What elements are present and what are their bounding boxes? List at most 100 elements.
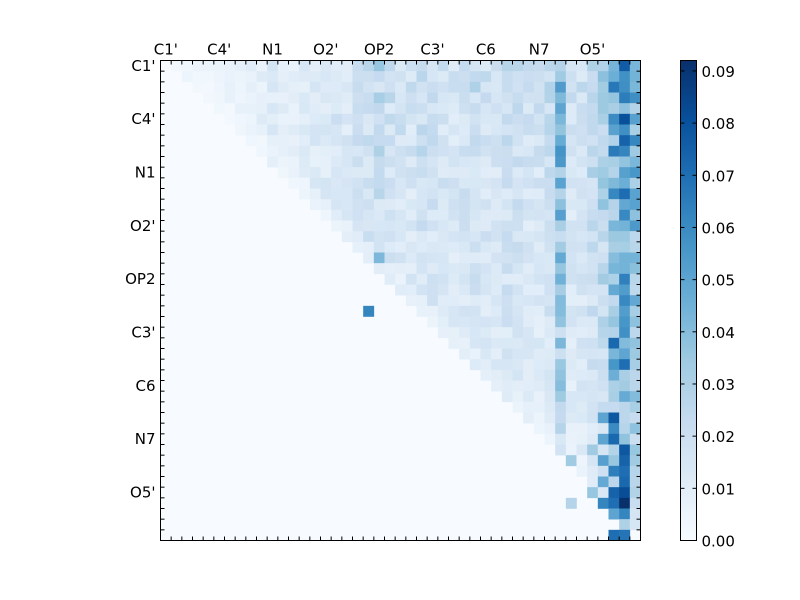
heatmap-cell: [597, 337, 609, 349]
heatmap-cell: [469, 209, 481, 221]
heatmap-cell: [576, 252, 588, 264]
heatmap-cell: [608, 369, 620, 381]
heatmap-cell: [448, 124, 460, 136]
heatmap-cell: [480, 231, 492, 243]
x-tick-labels: C1' C4' N1 O2' OP2 C3' C6 N7 O5': [154, 41, 605, 59]
heatmap-cell: [523, 348, 535, 360]
heatmap-cell: [597, 327, 609, 339]
heatmap-cell: [459, 167, 471, 179]
heatmap-cell: [597, 60, 609, 72]
heatmap-cell: [608, 124, 620, 136]
heatmap-cell: [277, 167, 289, 179]
heatmap-cell: [448, 273, 460, 285]
heatmap-cell: [277, 145, 289, 157]
heatmap-cell: [427, 167, 439, 179]
x-tick-label: O5': [580, 41, 605, 59]
heatmap-cell: [587, 263, 599, 275]
heatmap-cell: [469, 60, 481, 72]
heatmap-cell: [245, 135, 257, 147]
heatmap-cell: [480, 316, 492, 328]
heatmap-cell: [491, 92, 503, 104]
heatmap-cell: [501, 391, 513, 403]
heatmap-cell: [587, 103, 599, 115]
heatmap-cell: [491, 337, 503, 349]
heatmap-cell: [576, 241, 588, 253]
heatmap-cell: [565, 167, 577, 179]
heatmap-cell: [629, 167, 641, 179]
heatmap-cell: [299, 113, 311, 125]
heatmap-cell: [480, 305, 492, 317]
heatmap-cell: [331, 60, 343, 72]
heatmap-cell: [448, 327, 460, 339]
heatmap-cell: [341, 167, 353, 179]
heatmap-cell: [608, 209, 620, 221]
heatmap-cell: [341, 220, 353, 232]
heatmap-cell: [597, 241, 609, 253]
heatmap-cell: [555, 188, 567, 200]
heatmap-cell: [256, 124, 268, 136]
heatmap-cell: [437, 71, 449, 83]
heatmap-cell: [277, 60, 289, 72]
heatmap-cell: [448, 92, 460, 104]
heatmap-cell: [533, 209, 545, 221]
heatmap-cell: [427, 199, 439, 211]
heatmap-cell: [480, 60, 492, 72]
heatmap-cell: [501, 241, 513, 253]
heatmap-cell: [619, 465, 631, 477]
heatmap-cell: [469, 71, 481, 83]
heatmap-cell: [576, 433, 588, 445]
heatmap-cell: [523, 124, 535, 136]
heatmap-cell: [523, 316, 535, 328]
heatmap-cell: [576, 188, 588, 200]
heatmap-cell: [320, 103, 332, 115]
heatmap-cell: [480, 81, 492, 93]
heatmap-cell: [512, 145, 524, 157]
heatmap-cell: [523, 113, 535, 125]
heatmap-cell: [299, 167, 311, 179]
heatmap-cell: [608, 455, 620, 467]
heatmap-cell: [437, 209, 449, 221]
heatmap-cell: [427, 103, 439, 115]
heatmap-cell: [192, 71, 204, 83]
heatmap-cell: [576, 337, 588, 349]
heatmap-cell: [427, 220, 439, 232]
heatmap-cell: [544, 145, 556, 157]
heatmap-cell: [555, 327, 567, 339]
heatmap-cell: [256, 71, 268, 83]
heatmap-cell: [320, 145, 332, 157]
heatmap-cells: [160, 60, 641, 541]
heatmap-cell: [352, 135, 364, 147]
heatmap-cell: [512, 103, 524, 115]
heatmap-cell: [533, 380, 545, 392]
heatmap-cell: [427, 188, 439, 200]
heatmap-cell: [555, 92, 567, 104]
heatmap-cell: [352, 124, 364, 136]
x-tick-label: OP2: [364, 41, 394, 59]
heatmap-cell: [512, 252, 524, 264]
heatmap-cell: [629, 316, 641, 328]
heatmap-cell: [533, 103, 545, 115]
heatmap-cell: [192, 81, 204, 93]
heatmap-cell: [544, 380, 556, 392]
heatmap-cell: [384, 81, 396, 93]
heatmap-cell: [384, 199, 396, 211]
heatmap-cell: [608, 188, 620, 200]
heatmap-cell: [277, 124, 289, 136]
heatmap-cell: [395, 103, 407, 115]
heatmap-cell: [341, 60, 353, 72]
heatmap-cell: [587, 295, 599, 307]
x-tick-label: O2': [313, 41, 338, 59]
heatmap-cell: [384, 273, 396, 285]
heatmap-cell: [533, 177, 545, 189]
heatmap-cell: [629, 476, 641, 488]
heatmap-cell: [299, 156, 311, 168]
heatmap-cell: [224, 81, 236, 93]
heatmap-cell: [416, 231, 428, 243]
heatmap-cell: [373, 103, 385, 115]
heatmap-cell: [555, 145, 567, 157]
heatmap-cell: [533, 252, 545, 264]
heatmap-cell: [608, 81, 620, 93]
heatmap-cell: [555, 156, 567, 168]
heatmap-cell: [437, 252, 449, 264]
